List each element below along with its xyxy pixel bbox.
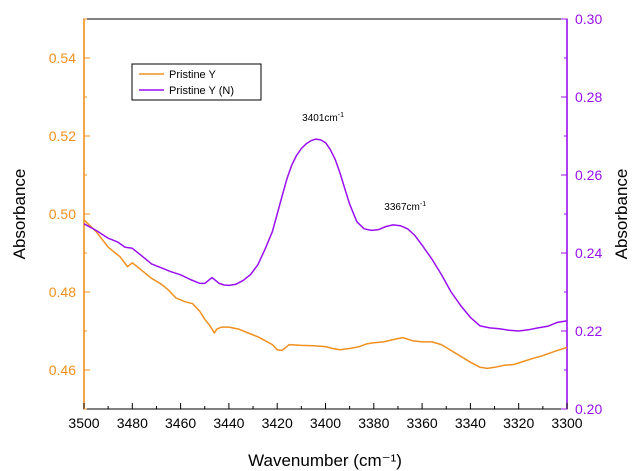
right-y-tick-label: 0.30	[575, 11, 602, 27]
right-y-tick-label: 0.22	[575, 323, 602, 339]
x-tick-label: 3360	[407, 415, 438, 431]
x-tick-label: 3340	[455, 415, 486, 431]
x-tick-label: 3400	[310, 415, 341, 431]
x-tick-label: 3380	[358, 415, 389, 431]
left-y-tick-label: 0.48	[49, 284, 76, 300]
peak-annotation-3367: 3367cm-1	[384, 201, 426, 213]
left-y-tick-label: 0.46	[49, 362, 76, 378]
legend-label-pristine-y-n: Pristine Y (N)	[169, 85, 234, 97]
x-tick-label: 3320	[503, 415, 534, 431]
x-tick-label: 3500	[68, 415, 99, 431]
series-line-pristine-y-n	[83, 138, 568, 332]
legend-label-pristine-y: Pristine Y	[169, 69, 217, 81]
x-tick-label: 3480	[117, 415, 148, 431]
x-tick-label: 3300	[551, 415, 582, 431]
x-axis-ticks: 3500 3480 3460 3440 3420 3400 3380 3360 3340 3320…	[68, 403, 583, 431]
left-y-tick-label: 0.54	[49, 50, 76, 66]
peak-annotations: 3401cm-1 3367cm-1	[302, 112, 426, 213]
left-y-axis-title: Absorbance	[10, 169, 29, 260]
right-y-tick-label: 0.20	[575, 401, 602, 417]
x-tick-label: 3420	[262, 415, 293, 431]
peak-annotation-3401: 3401cm-1	[302, 112, 344, 124]
right-y-axis-title: Absorbance	[612, 169, 631, 260]
x-tick-label: 3440	[213, 415, 244, 431]
right-y-tick-label: 0.24	[575, 245, 602, 261]
legend: Pristine Y Pristine Y (N)	[131, 63, 262, 101]
left-y-tick-label: 0.50	[49, 206, 76, 222]
right-y-axis-ticks: 0.20 0.22 0.24 0.26 0.28 0.30	[561, 11, 602, 417]
left-y-axis-ticks: 0.46 0.48 0.50 0.52 0.54	[49, 18, 90, 410]
series-line-pristine-y	[83, 219, 568, 370]
series-layer	[83, 138, 568, 370]
x-axis-title: Wavenumber (cm⁻¹)	[248, 451, 402, 470]
right-y-tick-label: 0.28	[575, 89, 602, 105]
legend-box	[131, 63, 262, 101]
right-y-tick-label: 0.26	[575, 167, 602, 183]
x-tick-label: 3460	[165, 415, 196, 431]
left-y-tick-label: 0.52	[49, 128, 76, 144]
